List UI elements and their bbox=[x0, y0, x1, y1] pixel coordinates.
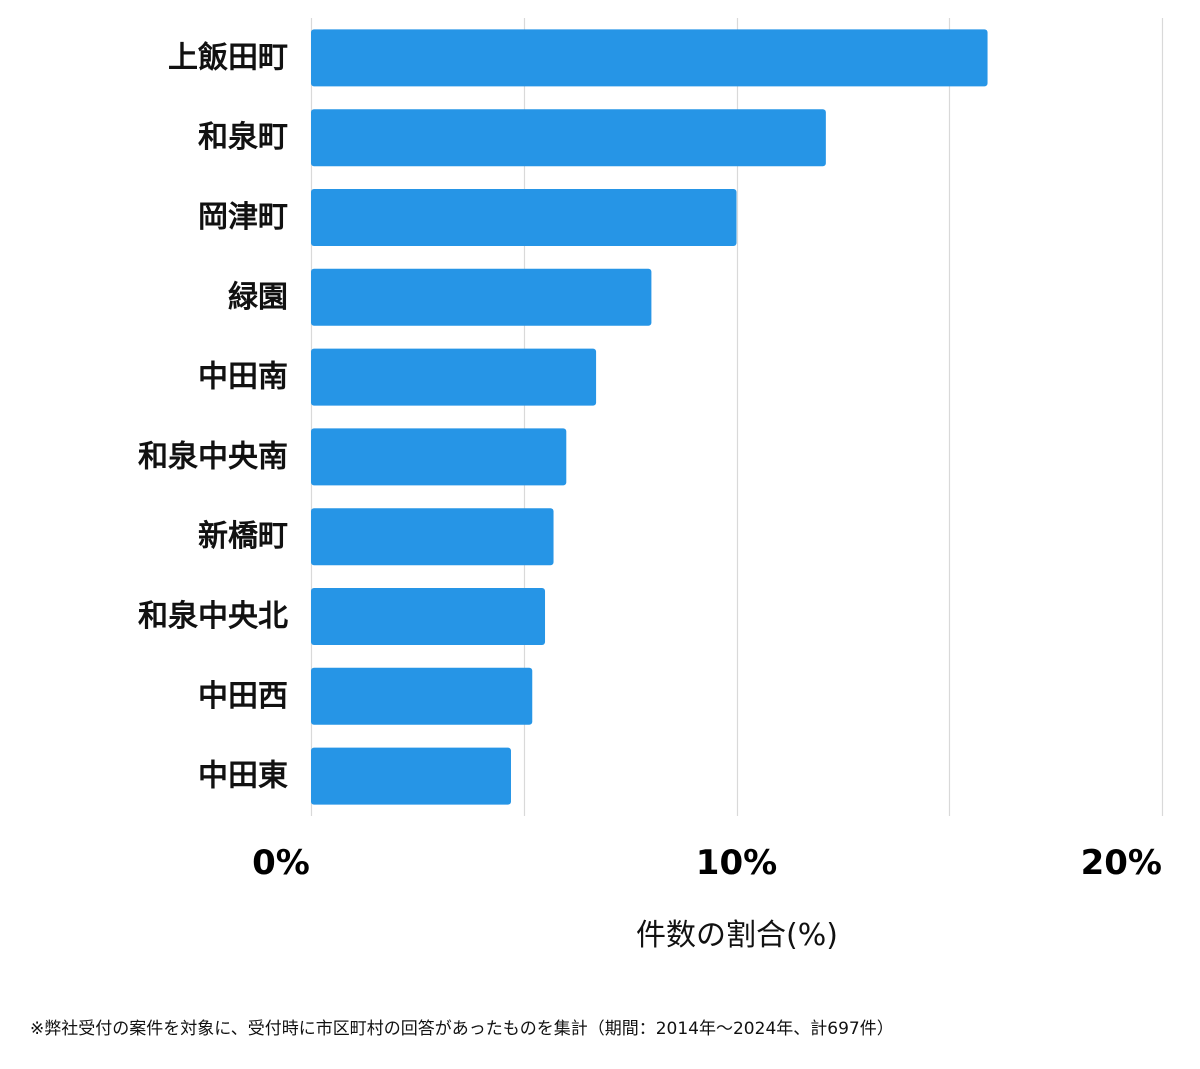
bar bbox=[311, 588, 546, 645]
category-label: 中田東 bbox=[198, 759, 288, 794]
category-label: 和泉中央北 bbox=[138, 599, 288, 634]
x-tick-label: 10% bbox=[696, 843, 777, 883]
bar bbox=[311, 348, 597, 406]
bar bbox=[311, 109, 826, 167]
bar bbox=[311, 189, 737, 246]
bar bbox=[311, 667, 533, 725]
bar bbox=[311, 268, 652, 326]
bar bbox=[311, 428, 567, 486]
x-tick-label: 0% bbox=[252, 843, 310, 883]
bars bbox=[311, 29, 988, 805]
category-label: 和泉中央南 bbox=[138, 439, 288, 474]
category-label: 中田南 bbox=[198, 360, 288, 395]
category-label: 緑園 bbox=[228, 280, 288, 315]
category-label: 和泉町 bbox=[198, 120, 288, 155]
category-label: 新橋町 bbox=[198, 519, 288, 554]
x-tick-labels: 0% 10% 20% bbox=[252, 843, 1162, 883]
category-label: 中田西 bbox=[198, 679, 288, 714]
x-tick-label: 20% bbox=[1081, 843, 1162, 883]
bar bbox=[311, 747, 511, 805]
bar bbox=[311, 29, 988, 87]
category-label: 岡津町 bbox=[198, 200, 288, 235]
category-label: 上飯田町 bbox=[168, 40, 288, 75]
x-axis-title: 件数の割合(%) bbox=[636, 918, 838, 953]
footnote: ※弊社受付の案件を対象に、受付時に市区町村の回答があったものを集計（期間：201… bbox=[30, 1019, 894, 1039]
bar bbox=[311, 508, 554, 566]
